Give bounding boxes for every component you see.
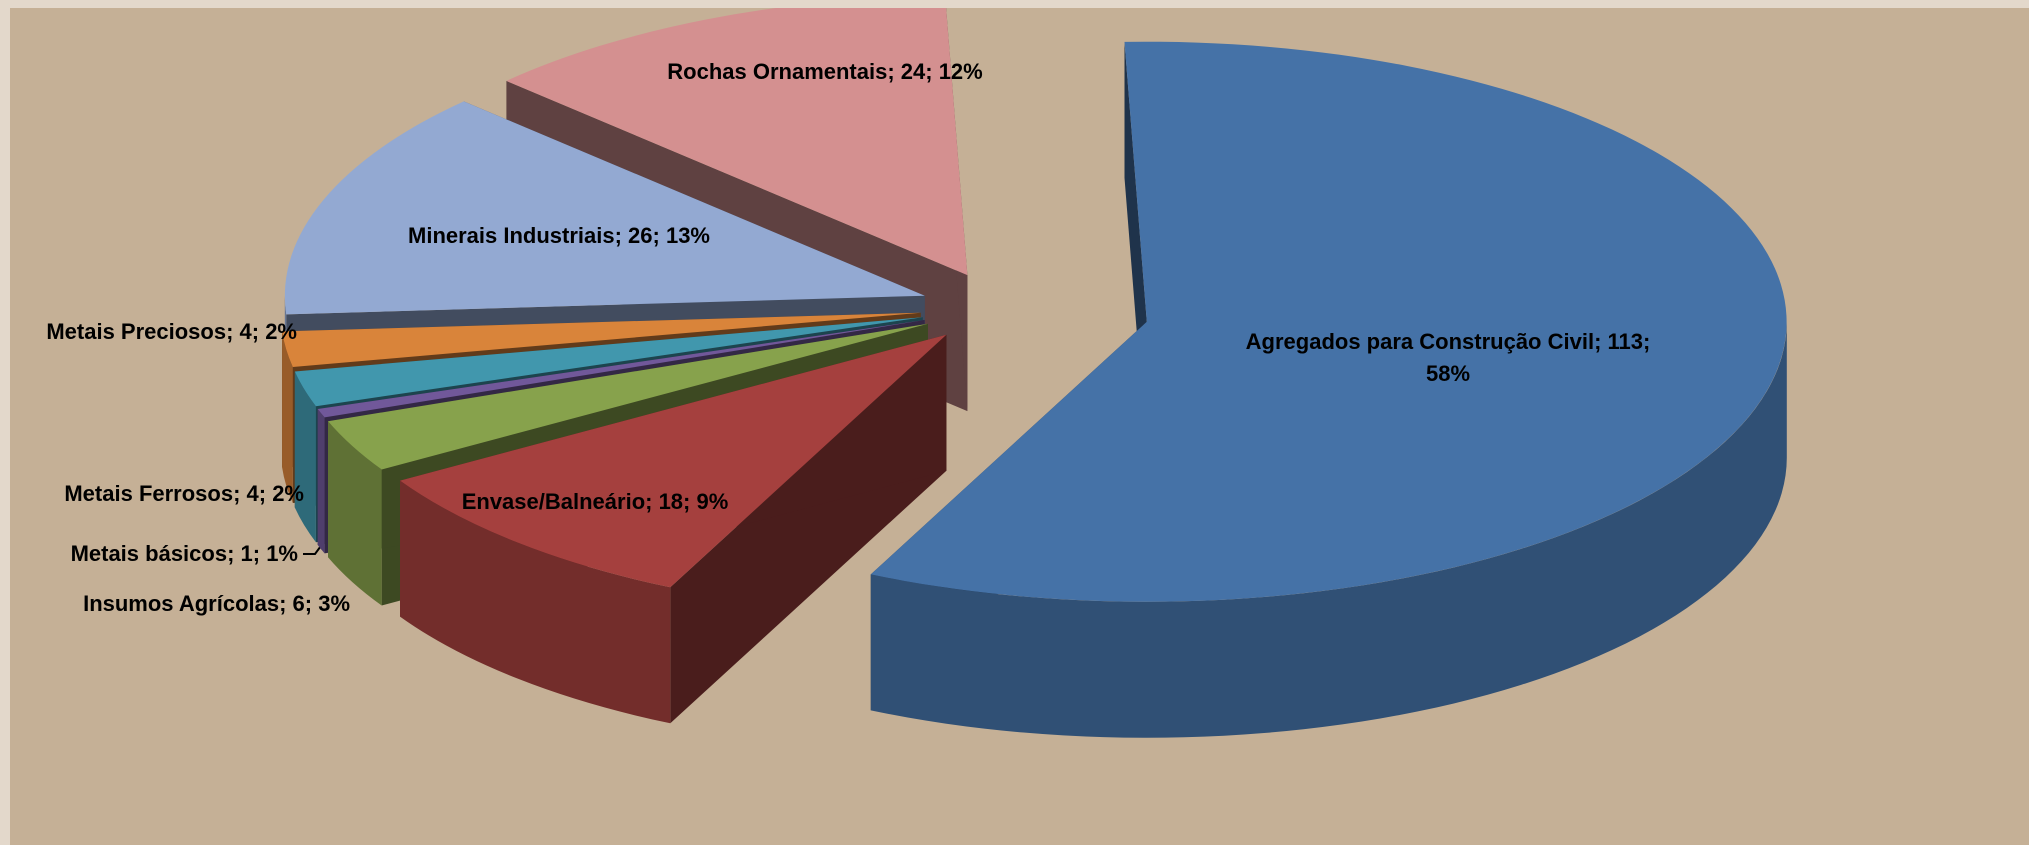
data-label: Metais Preciosos; 4; 2% [46,319,297,344]
slice [328,323,928,470]
slice [400,334,947,588]
slice [284,101,925,315]
slice-wall [317,409,325,554]
data-label: Envase/Balneário; 18; 9% [461,489,729,514]
slice [282,312,921,367]
slice-wall [870,321,1787,738]
slice-wall [400,480,671,724]
slice-wall [328,421,382,606]
slice-wall [282,331,293,503]
data-label: Minerais Industriais; 26; 13% [408,223,710,248]
data-label: Metais Ferrosos; 4; 2% [64,481,304,506]
data-label: Insumos Agrícolas; 6; 3% [83,591,350,616]
slice [294,317,923,407]
data-label: Metais básicos; 1; 1% [70,541,298,566]
data-label: Agregados para Construção Civil; 113; 58… [1245,329,1651,386]
data-label: Rochas Ornamentais; 24; 12% [667,59,983,84]
chart: Agregados para Construção Civil; 113; 58… [10,8,2029,845]
slice [870,41,1787,602]
pie-plot [282,8,1787,738]
slice [506,8,968,276]
slice-wall [294,371,316,543]
slice [317,320,925,418]
